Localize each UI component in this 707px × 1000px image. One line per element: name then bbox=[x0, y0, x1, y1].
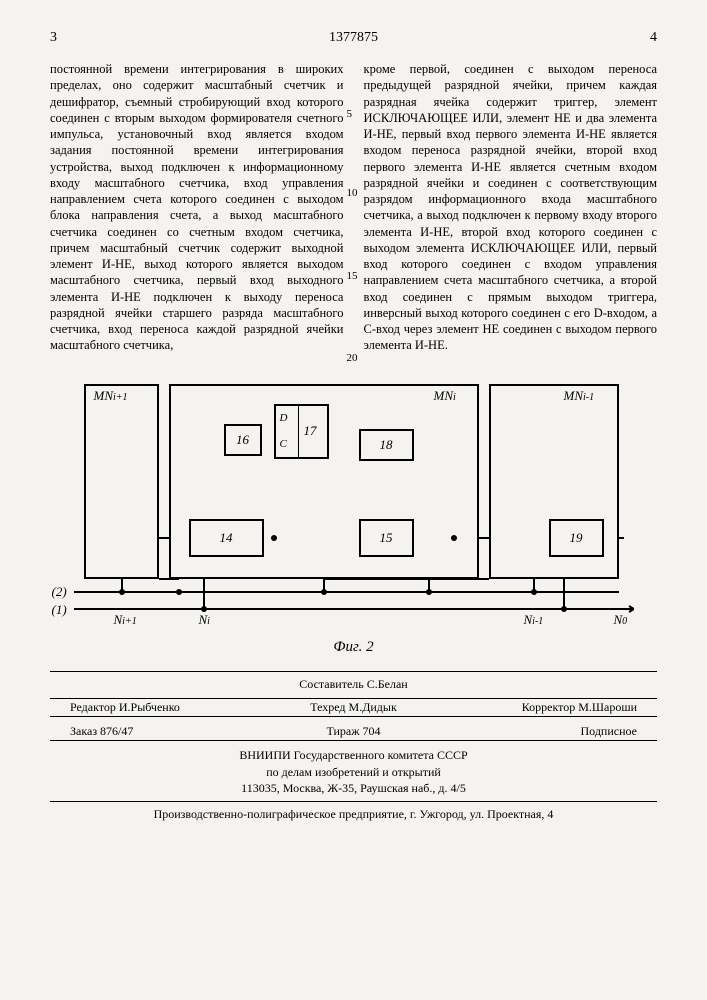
block-18: 18 bbox=[359, 429, 414, 461]
compiler-line: Составитель С.Белан bbox=[50, 676, 657, 693]
module-center-label: MNi bbox=[434, 388, 456, 404]
corrector: Корректор М.Шароши bbox=[448, 699, 637, 716]
block-16: 16 bbox=[224, 424, 262, 456]
body-text-right: кроме первой, соединен с выходом перенос… bbox=[364, 62, 658, 352]
block-19: 19 bbox=[549, 519, 604, 557]
input-2-label: (2) bbox=[52, 584, 67, 600]
module-right-label: MNi-1 bbox=[564, 388, 595, 404]
order-row: Заказ 876/47 Тираж 704 Подписное bbox=[50, 723, 657, 741]
body-text-left: постоянной времени интегрирования в широ… bbox=[50, 62, 344, 352]
column-right: кроме первой, соединен с выходом перенос… bbox=[364, 61, 658, 354]
page-left: 3 bbox=[50, 30, 57, 46]
d-input-label: D bbox=[280, 412, 288, 424]
footer-block: Составитель С.Белан Редактор И.Рыбченко … bbox=[50, 671, 657, 824]
text-columns: постоянной времени интегрирования в широ… bbox=[50, 61, 657, 354]
line-number: 10 bbox=[347, 186, 358, 200]
node-dot bbox=[561, 606, 567, 612]
input-1-label: (1) bbox=[52, 602, 67, 618]
org-line-1: ВНИИПИ Государственного комитета СССР bbox=[50, 747, 657, 764]
block-17-trigger: D 17 C bbox=[274, 404, 329, 459]
node-dot bbox=[176, 589, 182, 595]
node-dot bbox=[531, 589, 537, 595]
n-0-label: N0 bbox=[614, 612, 628, 628]
press-line: Производственно-полиграфическое предприя… bbox=[50, 806, 657, 823]
address-line: 113035, Москва, Ж-35, Раушская наб., д. … bbox=[50, 780, 657, 797]
column-left: постоянной времени интегрирования в широ… bbox=[50, 61, 344, 354]
node-dot bbox=[426, 589, 432, 595]
node-dot bbox=[451, 535, 457, 541]
editor-row: Редактор И.Рыбченко Техред М.Дидык Корре… bbox=[50, 698, 657, 717]
node-dot bbox=[271, 535, 277, 541]
module-left-box bbox=[84, 384, 159, 579]
node-dot bbox=[321, 589, 327, 595]
block-14: 14 bbox=[189, 519, 264, 557]
n-i-plus-1-label: Ni+1 bbox=[114, 612, 137, 628]
page-right: 4 bbox=[650, 30, 657, 46]
node-dot bbox=[119, 589, 125, 595]
tech-editor: Техред М.Дидык bbox=[259, 699, 448, 716]
circuit-diagram: MNi+1 MNi MNi-1 14 15 16 D 17 C 18 19 (2… bbox=[74, 374, 634, 634]
block-15: 15 bbox=[359, 519, 414, 557]
circulation: Тираж 704 bbox=[259, 723, 448, 740]
module-left-label: MNi+1 bbox=[94, 388, 128, 404]
n-i-label: Ni bbox=[199, 612, 210, 628]
line-number: 5 bbox=[347, 107, 353, 121]
doc-number: 1377875 bbox=[329, 30, 378, 46]
figure-caption: Фиг. 2 bbox=[50, 639, 657, 656]
editor: Редактор И.Рыбченко bbox=[70, 699, 259, 716]
line-number: 20 bbox=[347, 351, 358, 365]
line-number: 15 bbox=[347, 269, 358, 283]
c-input-label: C bbox=[280, 438, 287, 450]
page-header: 3 1377875 4 bbox=[50, 30, 657, 46]
order-number: Заказ 876/47 bbox=[70, 723, 259, 740]
n-i-minus-1-label: Ni-1 bbox=[524, 612, 544, 628]
org-line-2: по делам изобретений и открытий bbox=[50, 764, 657, 781]
signed: Подписное bbox=[448, 723, 637, 740]
